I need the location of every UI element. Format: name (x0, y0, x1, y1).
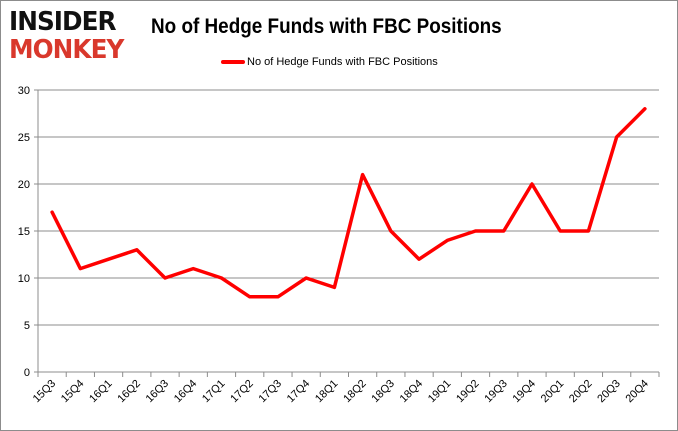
y-tick-label: 20 (18, 179, 30, 191)
x-tick-label: 19Q2 (454, 378, 482, 406)
x-tick-label: 19Q4 (511, 378, 539, 406)
x-tick-label: 16Q3 (144, 378, 172, 406)
x-tick-label: 17Q2 (228, 378, 256, 406)
x-tick-label: 16Q4 (172, 378, 200, 406)
legend-label: No of Hedge Funds with FBC Positions (247, 56, 438, 68)
x-tick-label: 16Q2 (115, 378, 143, 406)
y-tick-label: 25 (18, 132, 30, 144)
x-tick-label: 17Q4 (285, 378, 313, 406)
y-tick-label: 30 (18, 85, 30, 97)
logo-line-2: MONKEY (9, 35, 124, 65)
series-line (50, 107, 647, 299)
x-tick-label: 18Q1 (313, 378, 341, 406)
x-tick-label: 15Q3 (31, 378, 59, 406)
x-tick-label: 18Q3 (369, 378, 397, 406)
chart-title: No of Hedge Funds with FBC Positions (151, 15, 502, 38)
x-tick-label: 19Q1 (426, 378, 454, 406)
legend: No of Hedge Funds with FBC Positions (221, 56, 438, 68)
y-tick-label: 5 (24, 320, 30, 332)
y-tick-label: 15 (18, 226, 30, 238)
x-tick-label: 20Q4 (623, 378, 651, 406)
x-tick-label: 18Q4 (398, 378, 426, 406)
x-tick-label: 20Q1 (539, 378, 567, 406)
x-tick-label: 17Q1 (200, 378, 228, 406)
y-tick-label: 10 (18, 273, 30, 285)
x-tick-label: 17Q3 (257, 378, 285, 406)
x-tick-label: 20Q3 (595, 378, 623, 406)
legend-swatch (221, 60, 245, 64)
logo-line-1: INSIDER (9, 7, 117, 37)
insider-monkey-logo: INSIDER MONKEY (9, 7, 127, 65)
x-tick-label: 15Q4 (59, 378, 87, 406)
x-tick-label: 18Q2 (341, 378, 369, 406)
x-tick-label: 20Q2 (567, 378, 595, 406)
x-tick-label: 16Q1 (87, 378, 115, 406)
y-tick-label: 0 (24, 367, 30, 379)
x-tick-label: 19Q3 (482, 378, 510, 406)
